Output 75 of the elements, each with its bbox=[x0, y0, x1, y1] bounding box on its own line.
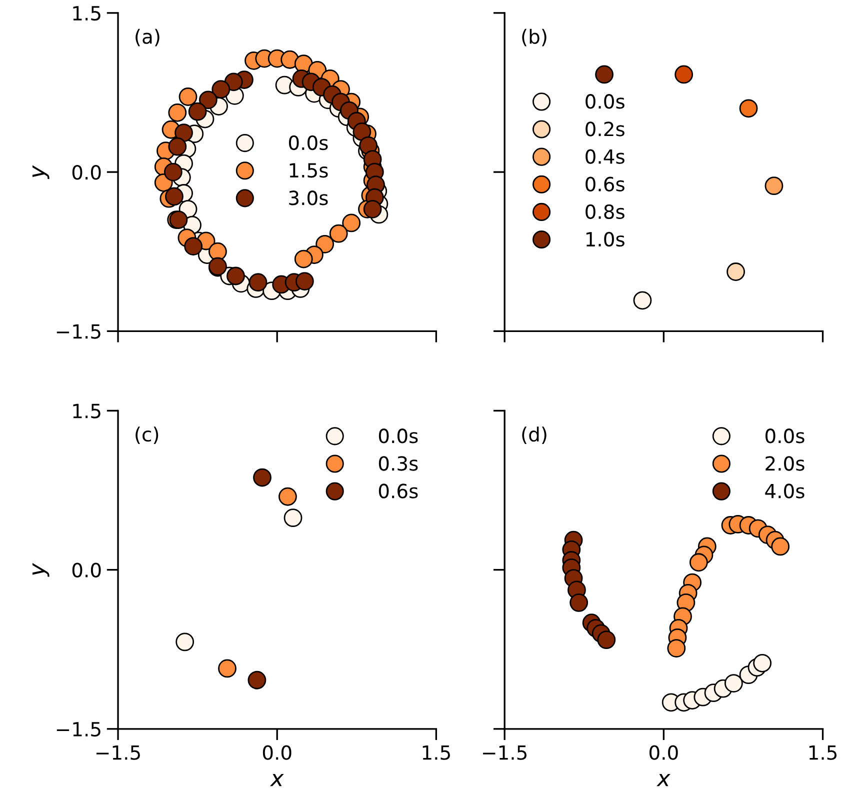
y-tick-label: −1.5 bbox=[56, 722, 100, 737]
point bbox=[278, 487, 297, 506]
point bbox=[208, 242, 227, 261]
point bbox=[674, 65, 694, 84]
legend-label: 0.8s bbox=[586, 204, 624, 220]
y-tick-label: 1.5 bbox=[73, 404, 100, 418]
point bbox=[316, 234, 334, 254]
point bbox=[168, 137, 187, 156]
point bbox=[633, 291, 652, 310]
annotation: (b) bbox=[522, 28, 546, 46]
legend-label: 0.0s bbox=[586, 94, 624, 109]
y-tick-label: 1.5 bbox=[73, 6, 100, 21]
point bbox=[168, 103, 187, 122]
legend-label: 1.5s bbox=[290, 163, 328, 178]
legend-label: 0.4s bbox=[586, 149, 624, 164]
point bbox=[218, 659, 236, 678]
point bbox=[294, 250, 313, 268]
point bbox=[174, 124, 193, 142]
point bbox=[248, 273, 268, 292]
point bbox=[329, 224, 348, 243]
x-axis-title: x bbox=[656, 774, 670, 786]
point bbox=[689, 553, 708, 572]
point bbox=[342, 214, 361, 232]
y-tick-label: 0.0 bbox=[72, 562, 101, 578]
point bbox=[724, 674, 743, 692]
point bbox=[224, 72, 243, 92]
x-tick-label: −1.5 bbox=[483, 745, 527, 760]
legend-label: 0.3s bbox=[378, 456, 418, 471]
annotation: (a) bbox=[136, 28, 160, 46]
point bbox=[253, 468, 272, 487]
legend-label: 0.0s bbox=[378, 428, 418, 444]
point bbox=[764, 176, 784, 196]
point bbox=[771, 537, 790, 556]
legend-label: 3.0s bbox=[289, 190, 328, 206]
y-axis-title: y bbox=[32, 562, 50, 577]
annotation: (c) bbox=[136, 426, 158, 444]
point bbox=[184, 237, 203, 256]
point bbox=[726, 262, 745, 281]
legend-label: 4.0s bbox=[765, 484, 804, 498]
x-tick-label: −1.5 bbox=[96, 745, 140, 760]
point bbox=[226, 266, 245, 286]
x-tick-label: 0.0 bbox=[262, 745, 292, 760]
point bbox=[198, 90, 218, 110]
x-tick-label: 1.5 bbox=[422, 745, 450, 760]
legend-label: 0.0s bbox=[766, 428, 804, 444]
point bbox=[248, 670, 266, 690]
x-tick-label: 1.5 bbox=[809, 745, 837, 760]
point bbox=[352, 122, 372, 141]
point bbox=[284, 508, 302, 528]
point bbox=[295, 272, 314, 290]
y-axis-title: y bbox=[32, 165, 50, 180]
point bbox=[164, 162, 182, 182]
legend-label: 0.6s bbox=[586, 176, 624, 192]
point bbox=[595, 65, 614, 84]
point bbox=[165, 187, 184, 206]
annotation: (d) bbox=[522, 426, 546, 444]
point bbox=[188, 102, 207, 121]
point bbox=[570, 593, 588, 612]
x-tick-label: 0.0 bbox=[650, 745, 678, 760]
point bbox=[739, 99, 758, 118]
point bbox=[667, 639, 686, 658]
point bbox=[597, 630, 616, 650]
legend-label: 1.0s bbox=[586, 232, 624, 247]
y-tick-label: 0.0 bbox=[72, 165, 101, 180]
point bbox=[176, 632, 194, 652]
legend-label: 0.0s bbox=[288, 135, 328, 150]
y-tick-label: −1.5 bbox=[56, 324, 100, 339]
point bbox=[363, 200, 382, 218]
x-axis-title: x bbox=[270, 774, 284, 786]
legend-label: 0.6s bbox=[378, 484, 418, 498]
point bbox=[212, 80, 230, 99]
point bbox=[178, 88, 198, 106]
legend-label: 0.2s bbox=[586, 122, 624, 136]
point bbox=[753, 654, 772, 672]
legend-label: 2.0s bbox=[766, 456, 804, 471]
